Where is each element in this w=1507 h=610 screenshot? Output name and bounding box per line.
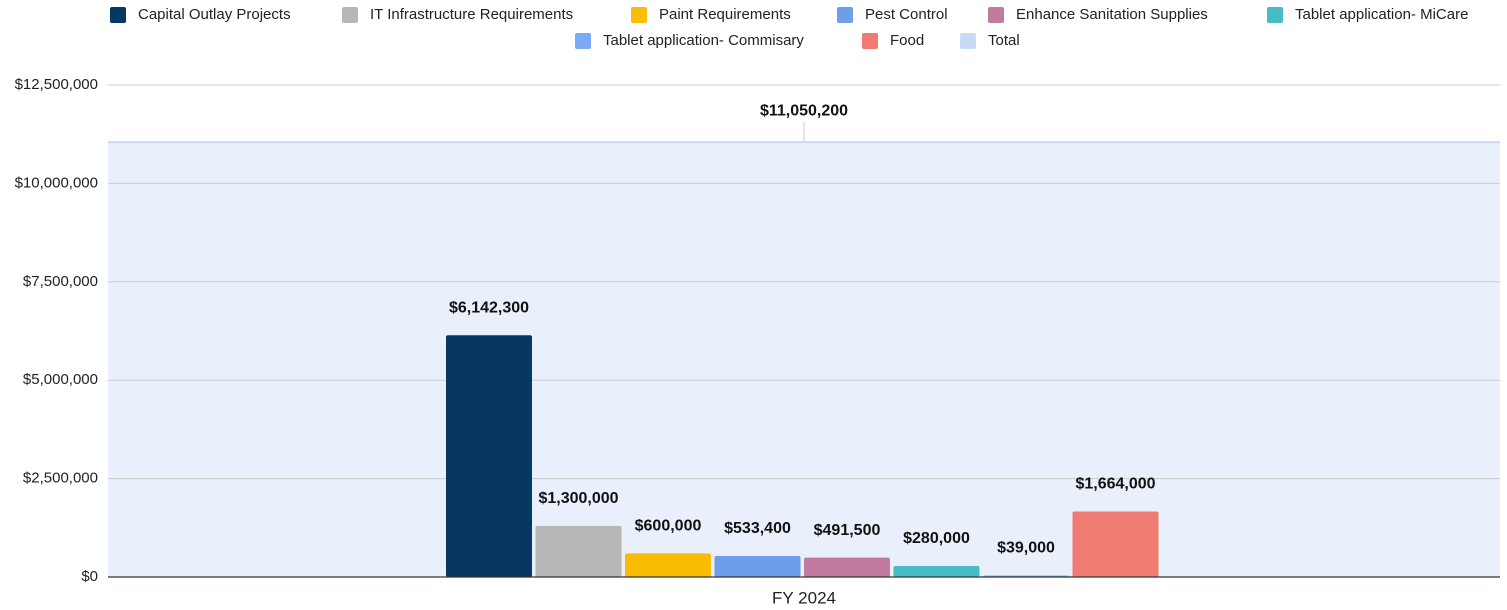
legend-swatch xyxy=(342,7,358,23)
bar xyxy=(535,525,622,577)
value-label: $1,664,000 xyxy=(1075,476,1155,493)
bar xyxy=(108,142,1500,577)
y-tick-label: $10,000,000 xyxy=(15,174,98,191)
value-label: $533,400 xyxy=(724,520,791,537)
bar xyxy=(1072,511,1159,577)
y-tick-label: $2,500,000 xyxy=(23,470,98,487)
y-tick-label: $12,500,000 xyxy=(15,76,98,93)
legend-label: Pest Control xyxy=(865,6,948,23)
y-tick-label: $5,000,000 xyxy=(23,371,98,388)
y-tick-label: $7,500,000 xyxy=(23,273,98,290)
legend-swatch xyxy=(1267,7,1283,23)
value-label: $11,050,200 xyxy=(760,102,848,119)
value-label: $600,000 xyxy=(635,518,702,535)
value-label: $280,000 xyxy=(903,530,970,547)
x-tick-label: FY 2024 xyxy=(772,588,836,607)
legend-swatch xyxy=(960,33,976,49)
legend-swatch xyxy=(631,7,647,23)
value-label: $1,300,000 xyxy=(538,490,618,507)
y-tick-label: $0 xyxy=(81,568,98,585)
legend-swatch xyxy=(575,33,591,49)
bar xyxy=(804,557,890,577)
legend-swatch xyxy=(862,33,878,49)
value-label: $39,000 xyxy=(997,540,1055,557)
bar xyxy=(625,553,711,577)
legend-label: Capital Outlay Projects xyxy=(138,6,291,23)
legend-swatch xyxy=(110,7,126,23)
value-label: $6,142,300 xyxy=(449,299,529,316)
value-label: $491,500 xyxy=(814,522,881,539)
legend-label: Tablet application- MiCare xyxy=(1295,6,1468,23)
legend-label: Total xyxy=(988,32,1020,49)
legend-label: Paint Requirements xyxy=(659,6,791,23)
legend-label: Tablet application- Commisary xyxy=(603,32,804,49)
legend-label: Enhance Sanitation Supplies xyxy=(1016,6,1208,23)
bar xyxy=(446,335,532,577)
bar xyxy=(714,556,801,577)
legend-swatch xyxy=(988,7,1004,23)
legend-label: Food xyxy=(890,32,924,49)
bar xyxy=(893,565,980,577)
legend-label: IT Infrastructure Requirements xyxy=(370,6,573,23)
legend-swatch xyxy=(837,7,853,23)
